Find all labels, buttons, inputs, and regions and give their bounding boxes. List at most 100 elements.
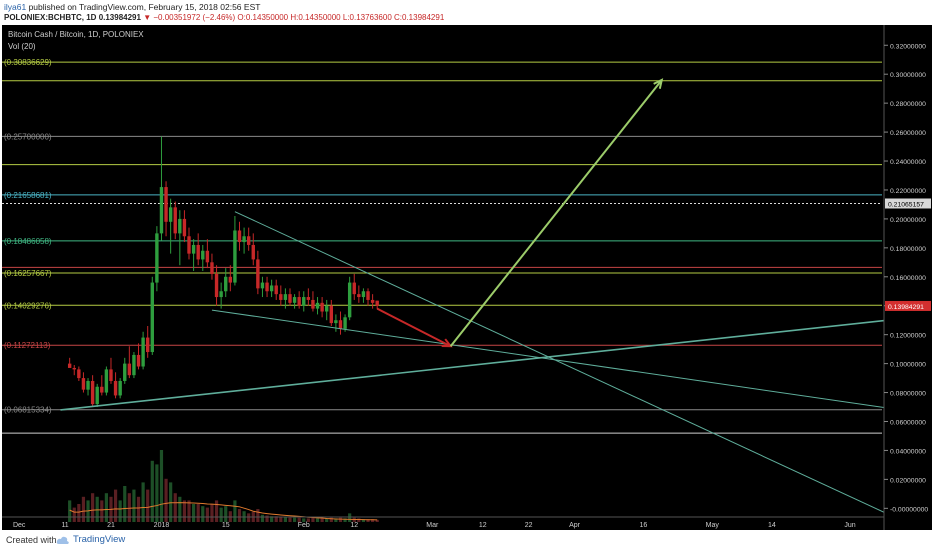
fib-level-label: (0.25700000) <box>4 132 52 141</box>
price-value: 0.13984291 <box>98 13 141 22</box>
author-link[interactable]: ilya61 <box>4 2 27 12</box>
price-tick-label: 0.08000000 <box>890 391 926 398</box>
volume-bar <box>118 500 122 522</box>
candle-body <box>224 276 228 292</box>
volume-bar <box>159 450 164 522</box>
price-tick-label: 0.24000000 <box>890 159 926 166</box>
candlestick-chart[interactable]: (0.30836629) (0.25700000) (0.21658681) (0.1… <box>2 25 932 530</box>
candle-body <box>113 380 118 396</box>
fib-level-label: (0.21658681) <box>4 191 52 200</box>
candle-body <box>86 380 90 390</box>
candle-body <box>187 236 191 254</box>
volume-bar <box>375 519 379 522</box>
candle-body <box>329 305 333 324</box>
change-down-arrow-icon: ▼ <box>143 13 152 22</box>
volume-bar <box>72 507 76 522</box>
price-tick-label: 0.06000000 <box>890 419 926 426</box>
trendlines <box>60 78 901 521</box>
candle-body <box>375 300 379 307</box>
upper-trendline <box>234 211 901 521</box>
candle-body <box>67 363 72 368</box>
volume-bar <box>357 518 361 522</box>
candle-body <box>155 233 159 283</box>
volume-bar <box>329 517 333 522</box>
candle-body <box>246 236 251 245</box>
time-tick-label: 21 <box>107 522 115 529</box>
green-up-arrow <box>449 79 663 347</box>
volume-bar <box>146 489 150 522</box>
candle-body <box>164 187 168 222</box>
candle-body <box>343 317 347 329</box>
volume-bar <box>297 517 301 522</box>
volume-bar <box>366 519 370 522</box>
volume-bar <box>141 482 145 522</box>
volume-bar <box>306 518 310 522</box>
tradingview-logo[interactable]: TradingView <box>56 534 125 545</box>
green-up-arrow-head <box>653 78 664 89</box>
candle-body <box>370 299 375 303</box>
volume-bar <box>164 478 168 522</box>
volume-bar <box>260 514 265 522</box>
price-tick-label: 0.10000000 <box>890 362 926 369</box>
volume-bar <box>155 464 159 522</box>
time-tick-label: Dec <box>13 522 26 529</box>
volume-bar <box>169 482 173 522</box>
candle-body <box>242 236 246 243</box>
volume-bar <box>274 516 278 522</box>
ohlc-values: O:0.14350000 H:0.14350000 L:0.13763600 C… <box>237 13 445 22</box>
candle-body <box>196 244 200 260</box>
volume-bar <box>292 517 297 522</box>
candle-body <box>132 354 136 376</box>
candle-body <box>320 302 324 312</box>
volume-bar <box>178 496 182 522</box>
candle-body <box>141 337 145 367</box>
candle-body <box>288 294 292 303</box>
cloud-icon <box>56 536 69 544</box>
red-down-arrow <box>376 307 452 348</box>
volume-bar <box>219 507 223 522</box>
price-tick-label: 0.28000000 <box>890 101 926 108</box>
long-support-line <box>60 317 901 411</box>
price-tick-label: 0.16000000 <box>890 275 926 282</box>
price-tick-label: 0.22000000 <box>890 188 926 195</box>
volume-bar <box>210 504 214 522</box>
price-axis: 0.32000000 0.30000000 0.28000000 0.26000000… <box>883 25 932 530</box>
volume-bar <box>270 516 274 522</box>
volume-bar <box>279 516 283 522</box>
publish-info: ilya61 published on TradingView.com, Feb… <box>4 2 260 12</box>
price-tick-label: 0.26000000 <box>890 130 926 137</box>
candle-body <box>210 262 214 274</box>
candle-body <box>159 187 164 234</box>
candle-body <box>136 354 141 367</box>
price-tick-label: 0.02000000 <box>890 477 926 484</box>
candle-body <box>173 207 177 234</box>
volume-bar <box>320 518 324 522</box>
fib-level-label: (0.11272113) <box>4 341 51 350</box>
volume-bar <box>371 519 375 522</box>
time-tick-label: 12 <box>479 522 487 529</box>
volume-bar <box>311 517 315 522</box>
candle-body <box>214 273 219 298</box>
fib-level-label: (0.06815334) <box>4 406 52 415</box>
candle-body <box>168 207 173 222</box>
volume-bar <box>104 493 108 522</box>
candle-body <box>279 294 283 300</box>
candle-body <box>150 282 154 353</box>
time-tick-label: 2018 <box>154 522 170 529</box>
price-tick-label: -0.00000000 <box>890 506 928 513</box>
fib-level-label: (0.18486058) <box>4 237 52 246</box>
volume-bar <box>150 460 154 522</box>
candle-body <box>191 244 196 254</box>
candle-body <box>77 369 81 379</box>
chart-area[interactable]: (0.30836629) (0.25700000) (0.21658681) (0.1… <box>2 25 932 530</box>
volume-bar <box>265 515 269 522</box>
price-change: −0.00351972 (−2.46%) <box>153 13 236 22</box>
volume-bar <box>136 496 141 522</box>
volume-bars <box>68 450 379 522</box>
volume-bar <box>348 513 352 522</box>
candle-body <box>205 250 210 263</box>
candle-body <box>334 320 338 324</box>
candle-body <box>274 285 278 295</box>
last-price-label: 0.13984291 <box>888 304 924 311</box>
candle-body <box>228 276 233 283</box>
